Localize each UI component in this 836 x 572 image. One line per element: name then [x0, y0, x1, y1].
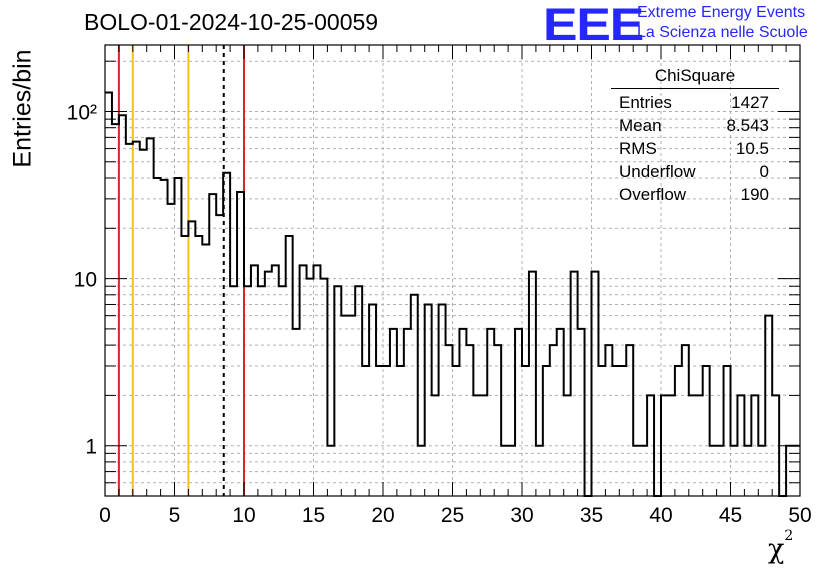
y-tick-label: 10 [74, 269, 97, 292]
y-tick-label: 10² [67, 101, 97, 124]
axis-ticks [104, 45, 801, 497]
x-tick-label: 35 [580, 504, 603, 527]
stats-label: Entries [619, 93, 672, 112]
x-tick-label: 20 [371, 504, 394, 527]
x-tick-label: 30 [510, 504, 533, 527]
stats-label: Mean [619, 116, 662, 135]
stats-value: 1427 [731, 93, 769, 112]
stats-box: ChiSquare Entries 1427 Mean 8.543 RMS 10.5 … [611, 66, 779, 206]
eee-logo: EEE [543, 0, 644, 50]
stats-value: 190 [740, 185, 769, 204]
logo-subtitle-2: La Scienza nelle Scuole [637, 24, 808, 41]
x-tick-label: 45 [719, 504, 742, 527]
run-title: BOLO-01-2024-10-25-00059 [84, 9, 379, 35]
x-tick-label: 0 [99, 504, 111, 527]
stats-value: 0 [759, 162, 769, 181]
x-axis-label-main: χ [768, 534, 785, 565]
reference-lines [117, 45, 245, 496]
y-axis-label: Entries/bin [8, 49, 37, 168]
grid-layer [105, 45, 800, 497]
x-tick-label: 15 [302, 504, 325, 527]
stats-label: RMS [619, 139, 657, 158]
x-tick-label: 50 [788, 504, 811, 527]
stats-value: 8.543 [726, 116, 769, 135]
stats-value: 10.5 [735, 139, 769, 158]
stats-label: Overflow [619, 185, 687, 204]
stats-row-rms: RMS 10.5 [611, 137, 779, 160]
logo-subtitle-1: Extreme Energy Events [637, 4, 806, 21]
tick-labels: 0 5 10 15 20 25 30 35 40 45 50 1 10 10² [67, 101, 812, 527]
stats-label: Underflow [619, 162, 696, 181]
x-tick-label: 10 [232, 504, 255, 527]
y-tick-label: 1 [85, 436, 97, 459]
stats-title: ChiSquare [611, 66, 779, 89]
stats-row-mean: Mean 8.543 [611, 114, 779, 137]
stats-row-underflow: Underflow 0 [611, 160, 779, 183]
stats-row-entries: Entries 1427 [611, 91, 779, 114]
x-tick-label: 40 [649, 504, 672, 527]
histogram-step-line [105, 91, 800, 497]
stats-row-overflow: Overflow 190 [611, 183, 779, 206]
x-axis-label-superscript: 2 [784, 528, 794, 544]
x-axis-label: χ2 [768, 528, 793, 565]
x-tick-label: 25 [441, 504, 464, 527]
x-tick-label: 5 [169, 504, 181, 527]
